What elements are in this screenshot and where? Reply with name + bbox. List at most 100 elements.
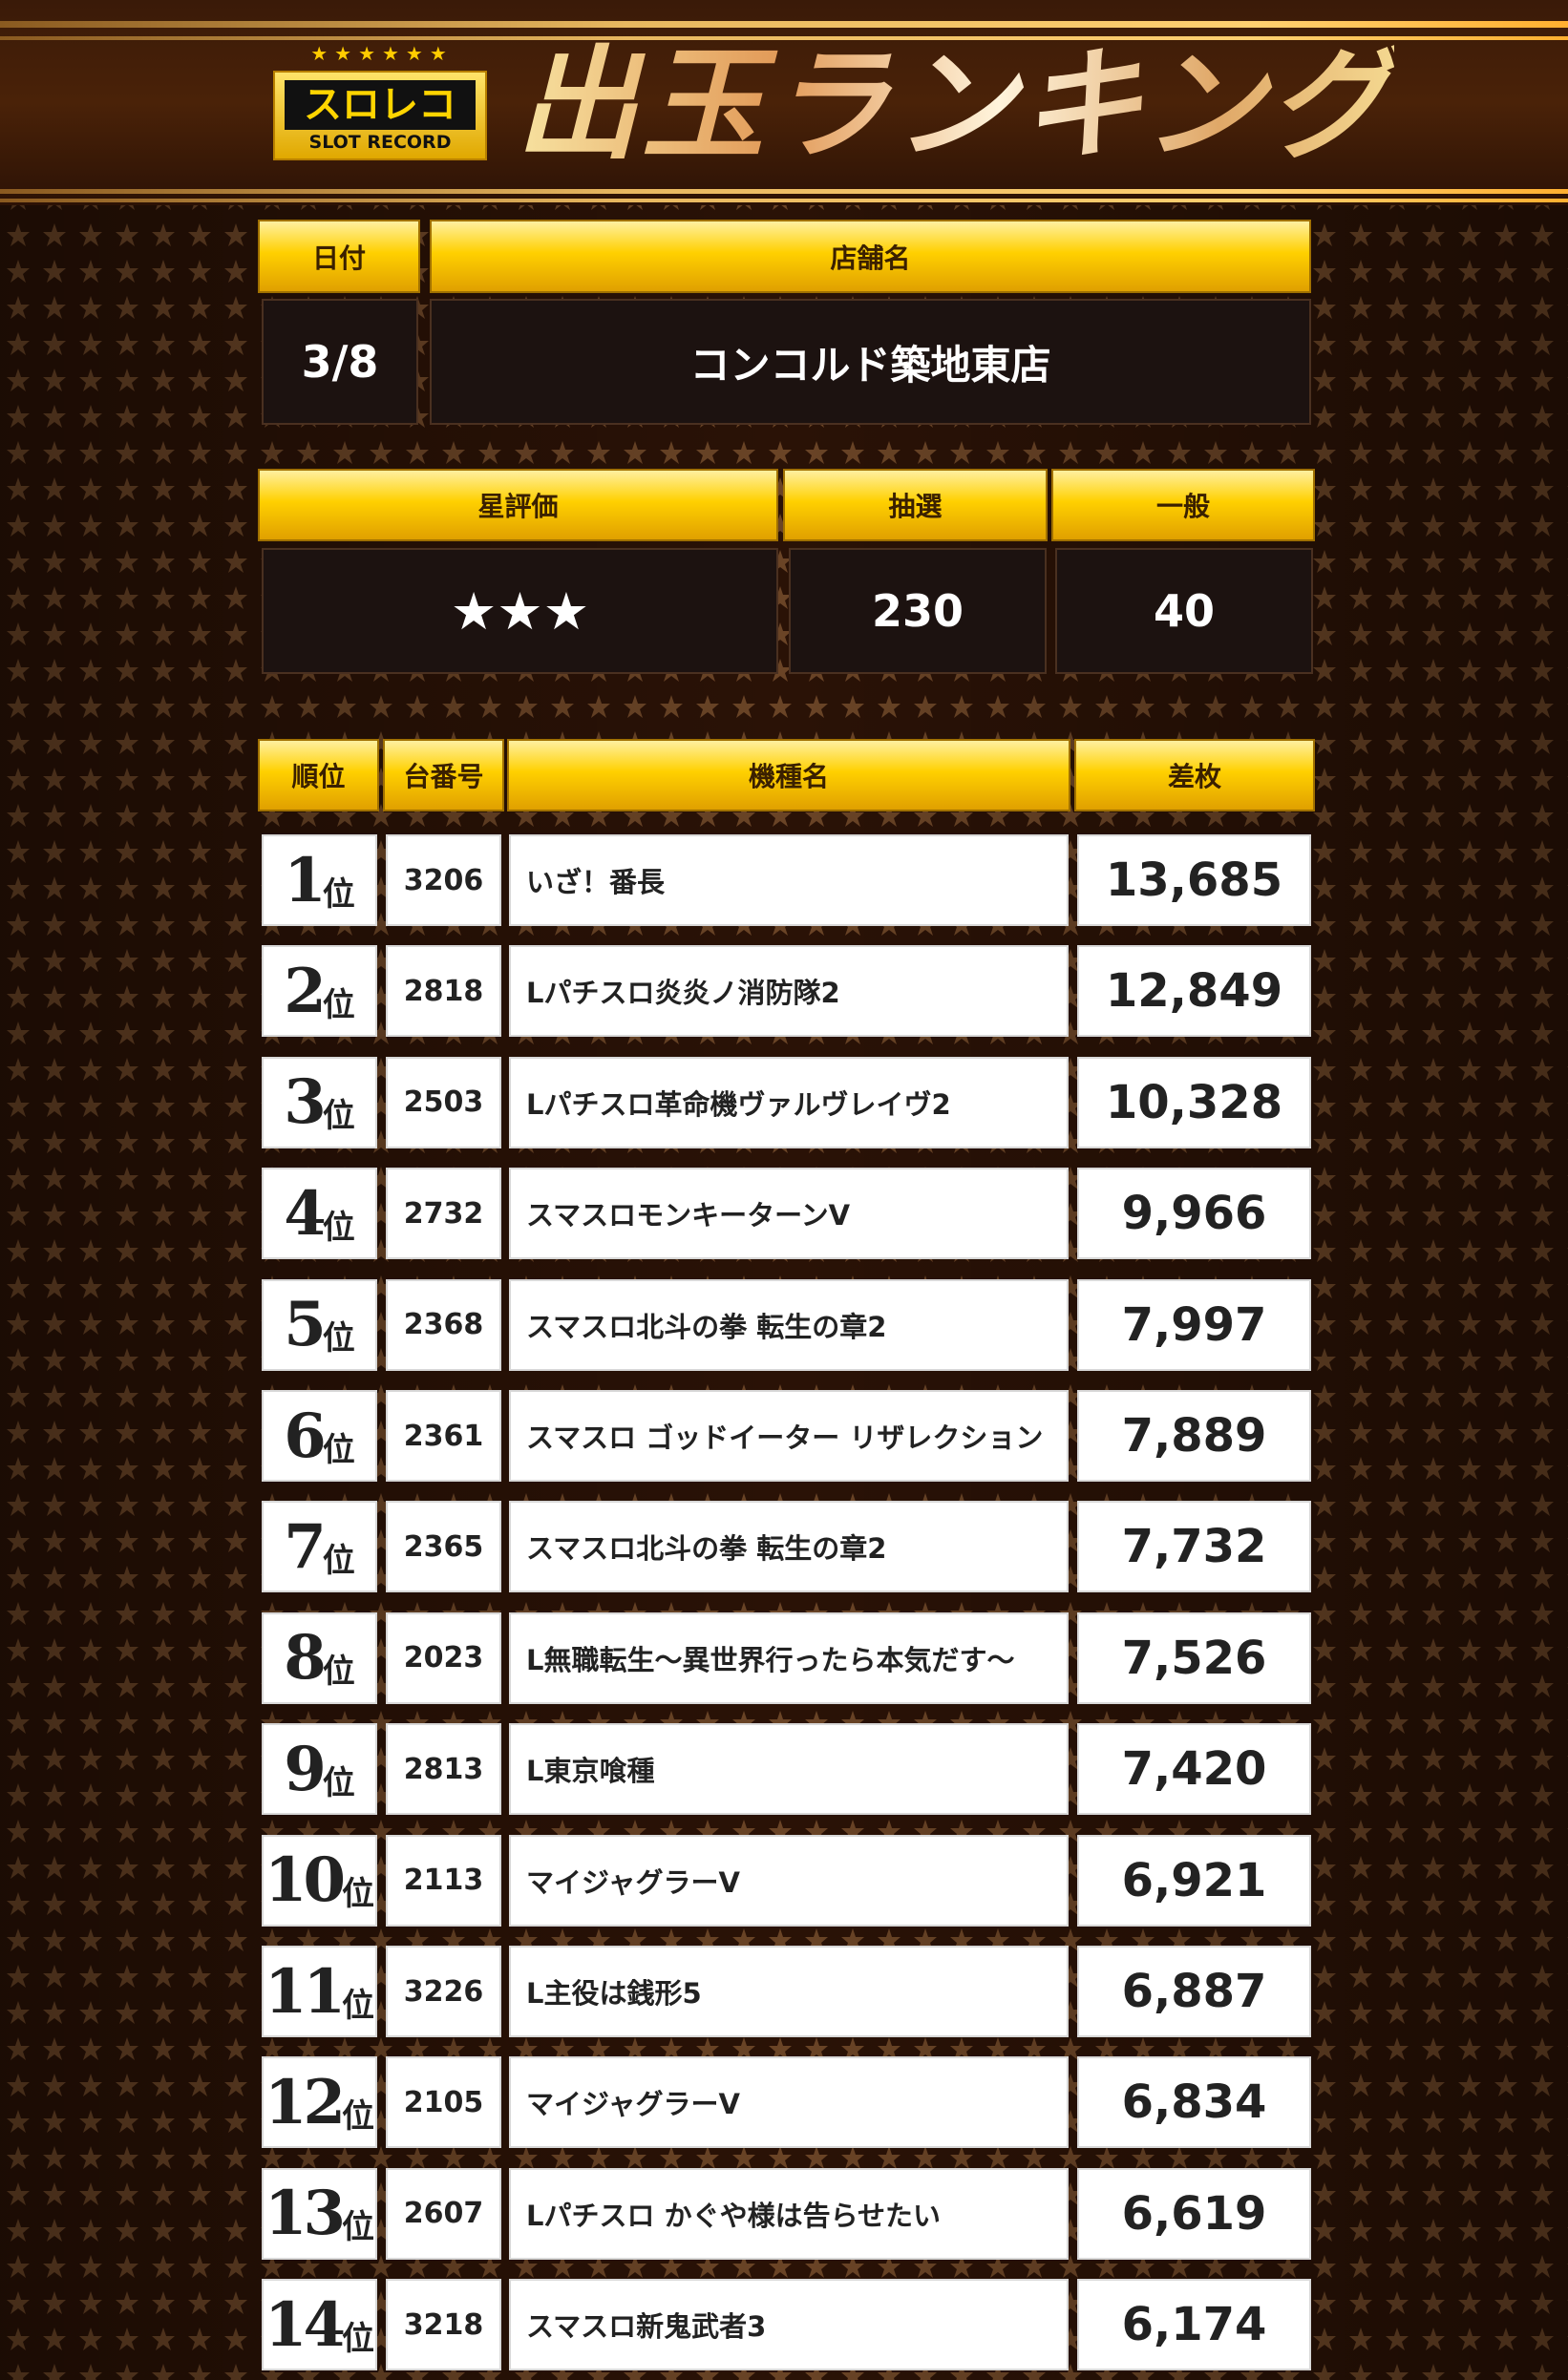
diff-value: 6,174 bbox=[1121, 2298, 1267, 2352]
diff-cell: 13,685 bbox=[1077, 834, 1311, 926]
machine-number-cell: 2361 bbox=[386, 1390, 501, 1482]
diff-cell: 7,420 bbox=[1077, 1723, 1311, 1816]
header-banner: ★★★★★★ スロレコ SLOT RECORD 出玉ランキング bbox=[0, 0, 1568, 205]
general-header: 一般 bbox=[1051, 469, 1315, 541]
machine-number-cell: 2113 bbox=[386, 1834, 501, 1927]
logo-stars: ★★★★★★ bbox=[310, 42, 454, 65]
diff-cell: 6,174 bbox=[1077, 2279, 1311, 2371]
model-name-cell: スマスロモンキーターンV bbox=[509, 1168, 1069, 1260]
machine-number-cell: 2105 bbox=[386, 2056, 501, 2149]
rank-cell: 13 位 bbox=[262, 2167, 377, 2260]
model-name: スマスロ北斗の拳 転生の章2 bbox=[526, 1532, 887, 1566]
machine-number: 3226 bbox=[403, 1974, 484, 2009]
rank-number: 2 bbox=[284, 955, 326, 1027]
diff-cell: 7,997 bbox=[1077, 1278, 1311, 1371]
model-name: Lパチスロ炎炎ノ消防隊2 bbox=[526, 977, 840, 1010]
model-name-cell: Lパチスロ炎炎ノ消防隊2 bbox=[509, 945, 1069, 1038]
page-title: 出玉ランキング bbox=[516, 33, 1395, 177]
diff-value: 6,834 bbox=[1121, 2075, 1267, 2130]
machine-number-cell: 2813 bbox=[386, 1723, 501, 1816]
rank-number: 14 bbox=[264, 2288, 346, 2361]
model-name: いざ！番長 bbox=[526, 866, 666, 898]
model-name-cell: L東京喰種 bbox=[509, 1723, 1069, 1816]
model-name-cell: スマスロ新鬼武者3 bbox=[509, 2279, 1069, 2371]
rank-number: 7 bbox=[284, 1510, 326, 1583]
rank-suffix: 位 bbox=[342, 2208, 375, 2247]
diff-cell: 12,849 bbox=[1077, 945, 1311, 1038]
model-name-cell: マイジャグラーV bbox=[509, 2056, 1069, 2149]
model-name-cell: スマスロ北斗の拳 転生の章2 bbox=[509, 1501, 1069, 1593]
model-name: Lパチスロ かぐや様は告らせたい bbox=[526, 2199, 941, 2232]
rank-suffix: 位 bbox=[322, 1541, 355, 1580]
rank-cell: 14 位 bbox=[262, 2279, 377, 2371]
model-name-cell: Lパチスロ かぐや様は告らせたい bbox=[509, 2167, 1069, 2260]
rank-suffix: 位 bbox=[322, 1653, 355, 1692]
model-name-cell: スマスロ北斗の拳 転生の章2 bbox=[509, 1278, 1069, 1371]
diff-cell: 6,619 bbox=[1077, 2167, 1311, 2260]
machine-number: 2365 bbox=[403, 1529, 484, 1564]
machine-number: 2113 bbox=[403, 1864, 484, 1898]
model-name-cell: スマスロ ゴッドイーター リザレクション bbox=[509, 1390, 1069, 1482]
diff-value: 13,685 bbox=[1105, 853, 1283, 907]
diff-value: 10,328 bbox=[1105, 1075, 1283, 1129]
rank-suffix: 位 bbox=[342, 1875, 375, 1914]
lottery-value: 230 bbox=[789, 548, 1047, 674]
model-col-header: 機種名 bbox=[507, 739, 1070, 811]
model-name-cell: L無職転生～異世界行ったら本気だす～ bbox=[509, 1611, 1069, 1704]
diff-value: 7,997 bbox=[1121, 1297, 1267, 1352]
logo-text: スロレコ bbox=[285, 80, 476, 130]
diff-value: 6,619 bbox=[1121, 2186, 1267, 2241]
diff-value: 7,420 bbox=[1121, 1742, 1267, 1797]
rank-number: 8 bbox=[284, 1622, 326, 1695]
rank-col-header: 順位 bbox=[258, 739, 379, 811]
rank-number: 10 bbox=[264, 1844, 346, 1917]
rank-number: 12 bbox=[264, 2066, 346, 2138]
diff-col-header: 差枚 bbox=[1074, 739, 1315, 811]
machine-number: 2361 bbox=[403, 1419, 484, 1453]
lottery-header: 抽選 bbox=[783, 469, 1048, 541]
diff-value: 12,849 bbox=[1105, 964, 1283, 1019]
machine-number: 2503 bbox=[403, 1085, 484, 1120]
rank-number: 5 bbox=[284, 1289, 326, 1361]
machine-number-cell: 3226 bbox=[386, 1946, 501, 2037]
model-name-cell: L主役は銭形5 bbox=[509, 1946, 1069, 2037]
machine-number-cell: 3218 bbox=[386, 2279, 501, 2371]
machine-no-col-header: 台番号 bbox=[383, 739, 504, 811]
diff-value: 6,887 bbox=[1121, 1965, 1267, 2018]
machine-number-cell: 2732 bbox=[386, 1168, 501, 1260]
rank-number: 11 bbox=[264, 1955, 346, 2028]
diff-cell: 7,526 bbox=[1077, 1611, 1311, 1704]
rank-cell: 10 位 bbox=[262, 1834, 377, 1927]
diff-value: 9,966 bbox=[1121, 1187, 1267, 1241]
rank-cell: 12 位 bbox=[262, 2056, 377, 2149]
diff-value: 7,889 bbox=[1121, 1409, 1267, 1463]
rank-suffix: 位 bbox=[342, 2096, 375, 2136]
diff-cell: 9,966 bbox=[1077, 1168, 1311, 1260]
store-value: コンコルド築地東店 bbox=[430, 299, 1311, 425]
machine-number: 3206 bbox=[403, 863, 484, 897]
machine-number: 3218 bbox=[403, 2307, 484, 2342]
rank-number: 9 bbox=[284, 1733, 326, 1805]
rank-cell: 11 位 bbox=[262, 1946, 377, 2037]
diff-cell: 6,834 bbox=[1077, 2056, 1311, 2149]
machine-number: 2732 bbox=[403, 1196, 484, 1231]
rank-number: 3 bbox=[284, 1066, 326, 1139]
model-name: Lパチスロ革命機ヴァルヴレイヴ2 bbox=[526, 1087, 951, 1121]
date-header: 日付 bbox=[258, 220, 420, 293]
model-name: L無職転生～異世界行ったら本気だす～ bbox=[526, 1643, 1015, 1676]
date-value: 3/8 bbox=[262, 299, 418, 425]
rank-number: 4 bbox=[284, 1177, 326, 1250]
diff-cell: 10,328 bbox=[1077, 1056, 1311, 1148]
rank-number: 6 bbox=[284, 1400, 326, 1472]
diff-value: 7,732 bbox=[1121, 1520, 1267, 1574]
model-name-cell: Lパチスロ革命機ヴァルヴレイヴ2 bbox=[509, 1056, 1069, 1148]
machine-number-cell: 3206 bbox=[386, 834, 501, 926]
machine-number-cell: 2503 bbox=[386, 1056, 501, 1148]
diff-cell: 6,887 bbox=[1077, 1946, 1311, 2037]
diff-cell: 6,921 bbox=[1077, 1834, 1311, 1927]
